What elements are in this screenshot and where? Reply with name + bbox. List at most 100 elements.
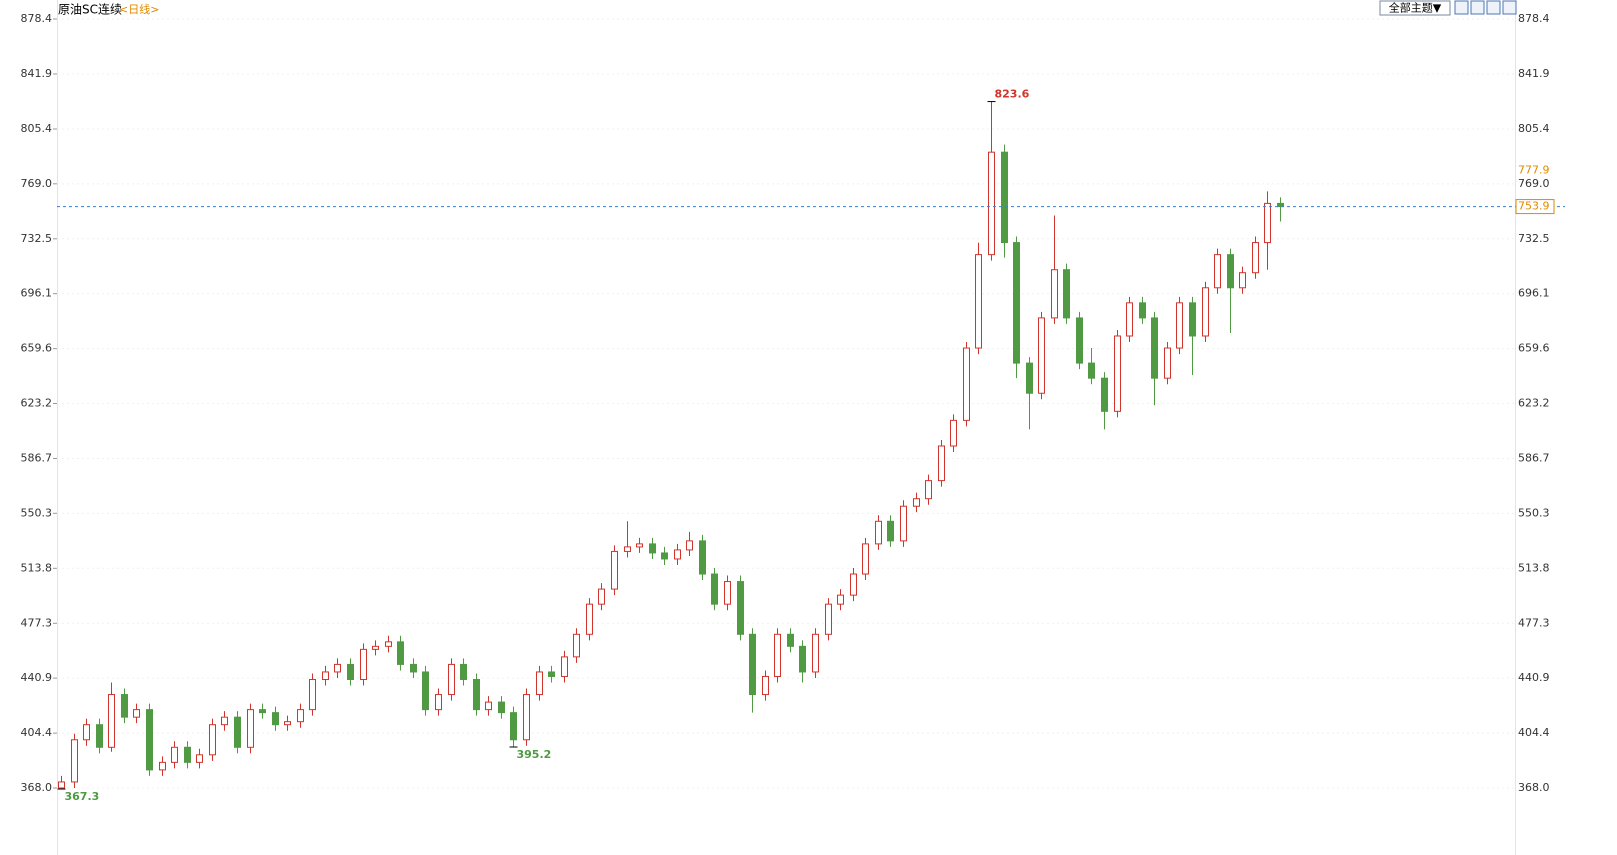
candle-body	[1202, 287, 1209, 337]
y-tick-label-left: 659.6	[21, 342, 53, 355]
y-tick-label-right: 368.0	[1518, 781, 1550, 794]
y-tick-label-right: 477.3	[1518, 616, 1550, 629]
candle-body	[1176, 302, 1183, 349]
candle-body	[284, 721, 291, 726]
candle-body	[1227, 254, 1234, 289]
candle-body	[234, 716, 241, 748]
candle-body	[799, 645, 806, 673]
candle-body	[360, 648, 367, 680]
y-tick-label-right: 623.2	[1518, 396, 1550, 409]
candle-body	[774, 633, 781, 677]
candle-body	[1214, 254, 1221, 289]
candle-body	[1139, 302, 1146, 319]
candle-body	[913, 498, 920, 507]
y-tick-label-left: 805.4	[21, 122, 53, 135]
y-tick-label-left: 477.3	[21, 616, 53, 629]
y-tick-label-left: 623.2	[21, 396, 53, 409]
y-tick-label-right: 696.1	[1518, 287, 1550, 300]
y-tick-label-left: 513.8	[21, 561, 53, 574]
candle-body	[586, 603, 593, 635]
candle-body	[385, 641, 392, 647]
candle-body	[674, 549, 681, 560]
candle-body	[259, 709, 266, 714]
theme-button-frame	[1379, 0, 1451, 16]
low-label: 395.2	[517, 748, 552, 761]
candle-body	[686, 540, 693, 551]
play-button[interactable]	[1486, 0, 1501, 15]
y-tick-label-left: 586.7	[21, 451, 53, 464]
candle-body	[1189, 302, 1196, 337]
candle-body	[498, 701, 505, 714]
candle-body	[1239, 272, 1246, 289]
candle-body	[1164, 347, 1171, 379]
candle-body	[900, 505, 907, 542]
candle-body	[108, 694, 115, 748]
candle-body	[460, 663, 467, 680]
candle-body	[975, 254, 982, 349]
candle-body	[347, 663, 354, 680]
y-tick-label-right: 586.7	[1518, 451, 1550, 464]
last-price-label: 753.9	[1518, 200, 1550, 213]
candle-body	[1264, 202, 1271, 244]
candle-body	[561, 656, 568, 677]
candle-body	[1252, 242, 1259, 274]
candle-body	[887, 520, 894, 542]
candle-body	[598, 588, 605, 605]
candle-body	[96, 724, 103, 748]
end-button[interactable]	[1502, 0, 1517, 15]
candle-body	[812, 633, 819, 673]
fit-button[interactable]	[1470, 0, 1485, 15]
candle-body	[862, 543, 869, 575]
candle-body	[850, 573, 857, 596]
y-tick-label-left: 550.3	[21, 506, 53, 519]
candle-body	[988, 151, 995, 256]
y-tick-label-right: 550.3	[1518, 506, 1550, 519]
candle-body	[963, 347, 970, 421]
y-tick-label-right: 440.9	[1518, 671, 1550, 684]
candle-body	[925, 480, 932, 500]
y-tick-label-left: 368.0	[21, 781, 53, 794]
y-tick-label-right: 878.4	[1518, 12, 1550, 25]
low-label: 367.3	[65, 790, 100, 803]
candle-body	[875, 520, 882, 545]
y-tick-label-left: 841.9	[21, 67, 53, 80]
candle-body	[58, 781, 65, 789]
candle-body	[1126, 302, 1133, 337]
candle-body	[1088, 362, 1095, 379]
y-tick-label-right: 805.4	[1518, 122, 1550, 135]
candle-body	[536, 671, 543, 696]
zoom-button[interactable]	[1454, 0, 1469, 15]
candle-body	[485, 701, 492, 711]
y-tick-label-left: 732.5	[21, 232, 53, 245]
chart-title: 原油SC连续	[58, 2, 122, 17]
candle-body	[624, 546, 631, 552]
candle-body	[133, 709, 140, 718]
candle-body	[397, 641, 404, 665]
candle-body	[724, 581, 731, 605]
candle-body	[1026, 362, 1033, 394]
candle-body	[523, 694, 530, 741]
y-tick-label-right: 404.4	[1518, 726, 1550, 739]
y-tick-label-left: 696.1	[21, 287, 53, 300]
candle-body	[510, 712, 517, 741]
candle-body	[661, 552, 668, 560]
candle-body	[1001, 151, 1008, 244]
candle-body	[737, 581, 744, 635]
y-tick-label-right: 732.5	[1518, 232, 1550, 245]
y-tick-label-left: 769.0	[21, 177, 53, 190]
y-tick-label-right: 769.0	[1518, 177, 1550, 190]
candle-body	[611, 550, 618, 590]
candle-body	[1013, 242, 1020, 364]
candle-body	[372, 645, 379, 650]
candle-body	[435, 694, 442, 711]
candle-body	[1063, 269, 1070, 319]
candle-body	[636, 543, 643, 548]
candle-body	[649, 543, 656, 554]
candle-body	[221, 716, 228, 726]
y-tick-label-right: 513.8	[1518, 561, 1550, 574]
y-tick-label-left: 878.4	[21, 12, 53, 25]
theme-button[interactable]: 全部主题▼	[1379, 0, 1451, 16]
candle-body	[272, 712, 279, 726]
candle-body	[121, 694, 128, 718]
